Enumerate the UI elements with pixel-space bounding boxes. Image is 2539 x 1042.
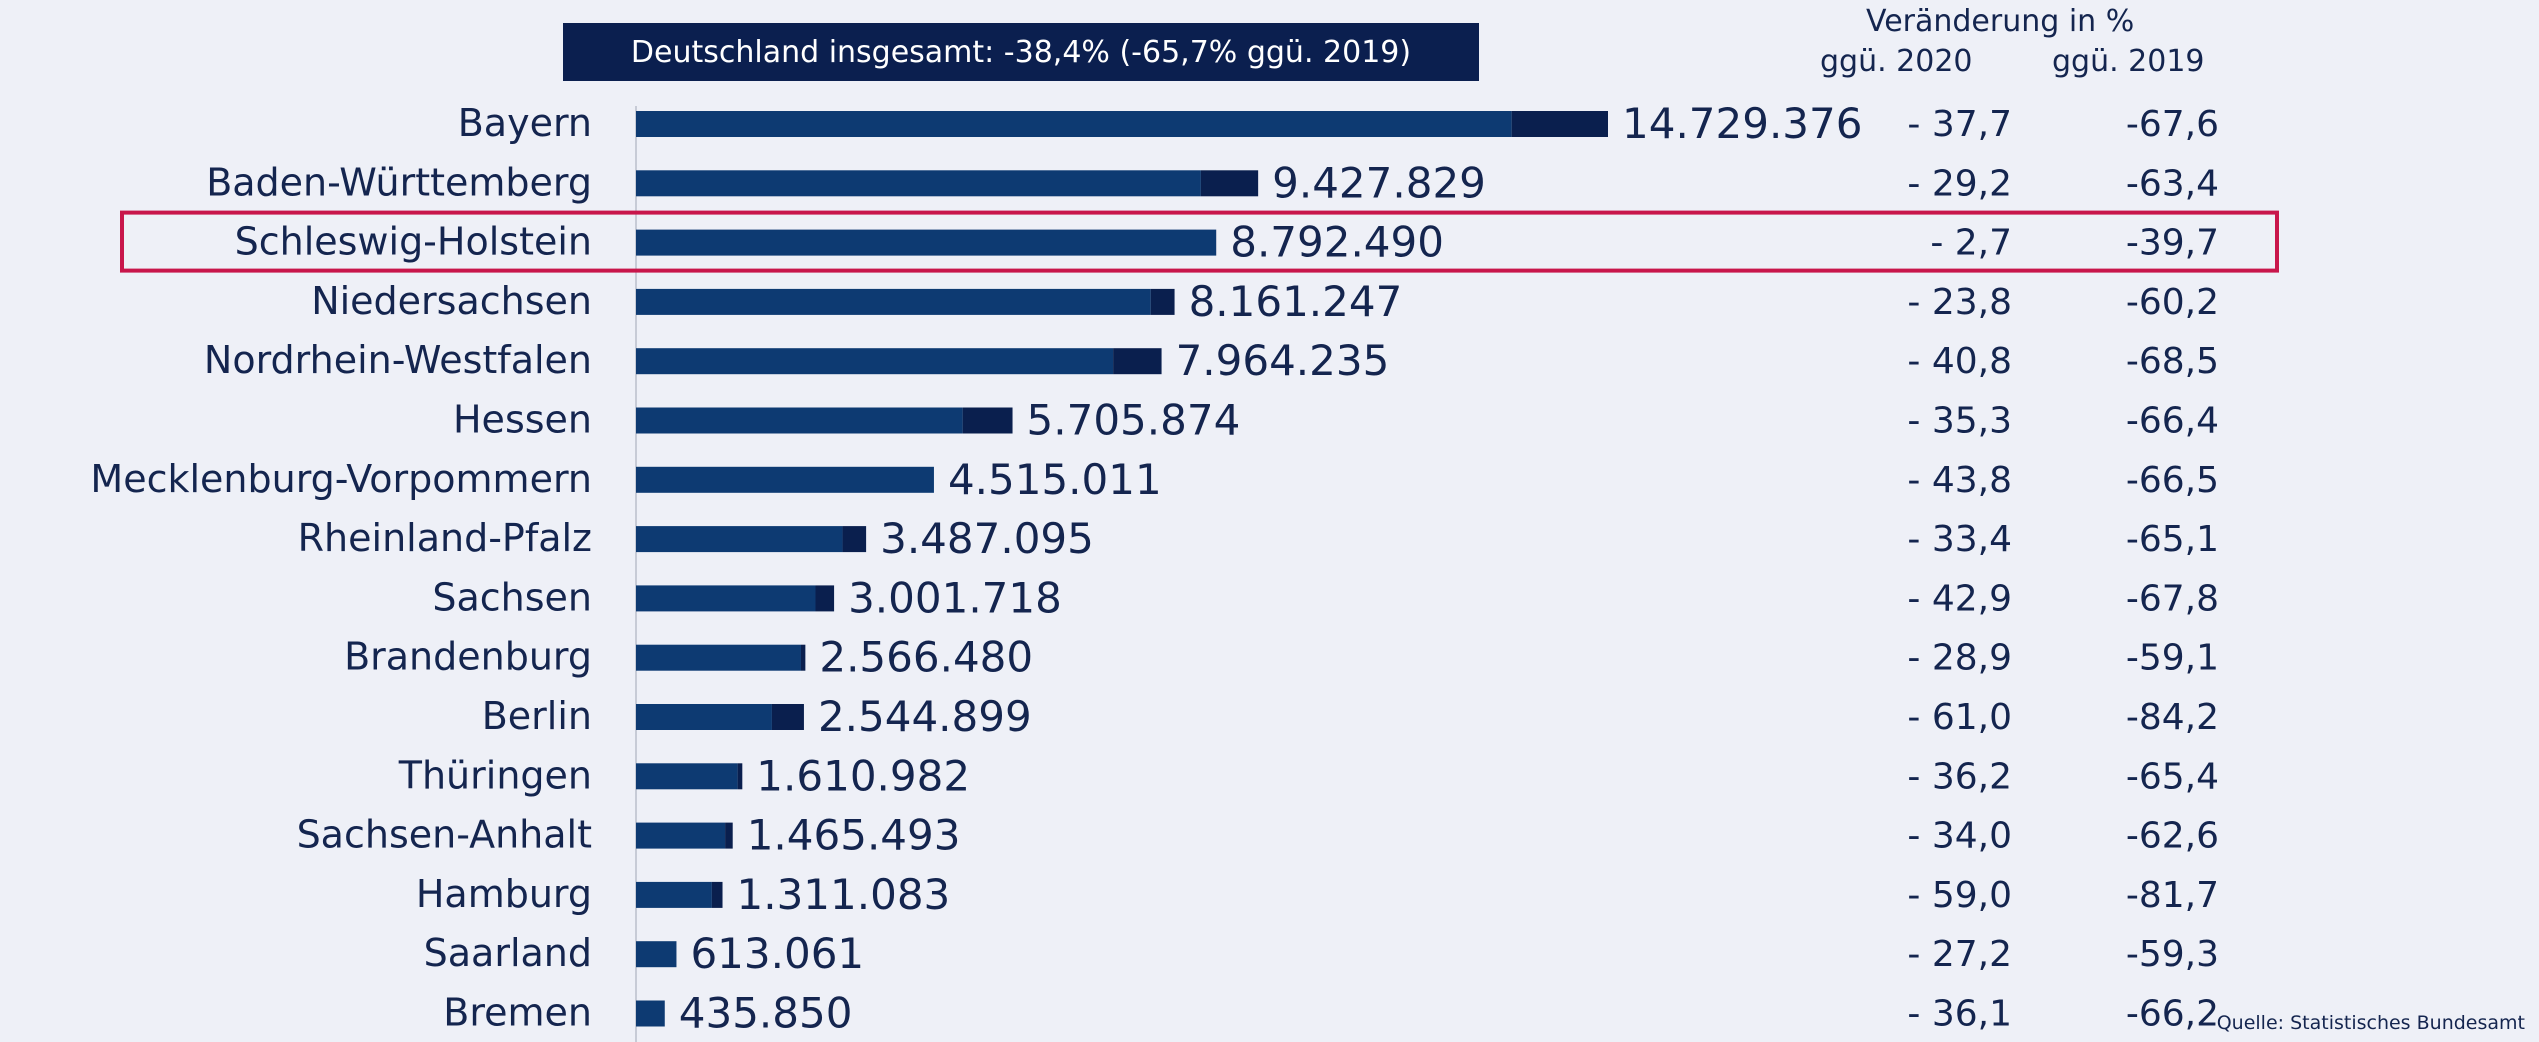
change-2019-value: -84,2 [2126, 697, 2219, 738]
bar-segment [636, 229, 1217, 256]
change-2020-value: - 37,7 [1907, 104, 2012, 145]
value-label: 1.610.982 [756, 751, 970, 800]
bar-segment [962, 407, 1013, 434]
value-label: 7.964.235 [1176, 336, 1390, 385]
bar-segment [636, 822, 726, 849]
change-2020-value: - 29,2 [1907, 163, 2012, 204]
category-label: Sachsen-Anhalt [297, 813, 592, 857]
bar-segment [636, 526, 843, 553]
change-2019-value: -65,1 [2126, 519, 2219, 560]
category-label: Bremen [443, 991, 592, 1035]
change-2020-value: - 43,8 [1907, 460, 2012, 501]
category-label: Bayern [458, 101, 592, 145]
category-label: Sachsen [432, 575, 592, 619]
value-label: 9.427.829 [1272, 158, 1486, 207]
bar-segment [771, 704, 804, 730]
bar-segment [1511, 111, 1608, 137]
change-2020-value: - 27,2 [1907, 934, 2012, 975]
category-label: Hessen [453, 398, 592, 442]
bar-segment [1200, 170, 1259, 197]
value-label: 1.311.083 [737, 870, 951, 919]
change-2019-value: -66,5 [2126, 460, 2219, 501]
category-label: Nordrhein-Westfalen [204, 338, 592, 382]
value-label: 613.061 [690, 929, 864, 978]
change-2020-value: - 34,0 [1907, 816, 2012, 857]
category-label: Mecklenburg-Vorpommern [90, 457, 592, 501]
bar-segment [636, 407, 963, 434]
bar-segment [636, 466, 934, 493]
bar-segment [636, 288, 1151, 315]
bar-segment [711, 881, 723, 908]
category-label: Berlin [482, 694, 592, 738]
bar-segment [636, 941, 677, 968]
highlight-frame [120, 210, 2279, 273]
value-label: 8.161.247 [1189, 277, 1403, 326]
change-2020-value: - 42,9 [1907, 578, 2012, 619]
bar-segment [1150, 288, 1175, 315]
change-2019-value: -66,4 [2126, 401, 2219, 442]
bar-segment [842, 526, 867, 553]
change-2019-value: -62,6 [2126, 816, 2219, 857]
change-2020-value: - 36,1 [1907, 994, 2012, 1035]
value-label: 3.487.095 [880, 514, 1094, 563]
source-note: Quelle: Statistisches Bundesamt [2216, 1012, 2525, 1034]
change-2019-value: -81,7 [2126, 875, 2219, 916]
category-label: Saarland [424, 931, 592, 975]
change-2019-value: -65,4 [2126, 756, 2219, 797]
bar-segment [800, 644, 806, 671]
change-2020-value: - 36,2 [1907, 756, 2012, 797]
change-2019-value: -67,6 [2126, 104, 2219, 145]
bar-segment [636, 348, 1114, 375]
change-2020-value: - 40,8 [1907, 341, 2012, 382]
value-label: 2.544.899 [818, 692, 1032, 741]
change-2019-value: -60,2 [2126, 282, 2219, 323]
change-2019-value: -68,5 [2126, 341, 2219, 382]
change-2019-value: -59,1 [2126, 638, 2219, 679]
change-2020-value: - 28,9 [1907, 638, 2012, 679]
bar-segment [636, 644, 801, 671]
bar-segment [636, 763, 738, 790]
bar-segment [636, 704, 772, 730]
change-2019-value: -63,4 [2126, 163, 2219, 204]
change-header-2019: ggü. 2019 [2052, 44, 2205, 79]
change-2020-value: - 35,3 [1907, 401, 2012, 442]
category-label: Niedersachsen [311, 279, 592, 323]
bar-segment [636, 881, 712, 908]
category-label: Hamburg [416, 872, 592, 916]
change-header-title: Veränderung in % [1866, 4, 2135, 39]
change-2019-value: -39,7 [2126, 223, 2219, 264]
bar-segment [1113, 348, 1162, 375]
category-label: Brandenburg [344, 635, 592, 679]
value-label: 8.792.490 [1230, 218, 1444, 267]
value-label: 435.850 [679, 989, 853, 1038]
bar-segment [636, 170, 1201, 197]
value-label: 2.566.480 [819, 633, 1033, 682]
category-label: Schleswig-Holstein [235, 220, 592, 264]
value-label: 1.465.493 [747, 811, 961, 860]
value-label: 3.001.718 [848, 573, 1062, 622]
value-label: 4.515.011 [948, 455, 1162, 504]
category-label: Thüringen [398, 753, 592, 797]
change-2020-value: - 33,4 [1907, 519, 2012, 560]
change-2019-value: -67,8 [2126, 578, 2219, 619]
category-label: Baden-Württemberg [206, 160, 592, 204]
change-header-2020: ggü. 2020 [1820, 44, 1973, 79]
bar-segment [815, 585, 835, 612]
bar-segment [737, 763, 743, 790]
total-annotation-banner: Deutschland insgesamt: -38,4% (-65,7% gg… [563, 23, 1479, 81]
bar-segment [636, 585, 816, 612]
bar-segment [636, 1000, 665, 1027]
change-2020-value: - 2,7 [1930, 223, 2012, 264]
value-label: 14.729.376 [1622, 99, 1862, 148]
change-2019-value: -59,3 [2126, 934, 2219, 975]
bar-segment [636, 111, 1512, 137]
change-2020-value: - 23,8 [1907, 282, 2012, 323]
value-label: 5.705.874 [1027, 396, 1241, 445]
change-2020-value: - 61,0 [1907, 697, 2012, 738]
category-label: Rheinland-Pfalz [298, 516, 592, 560]
bar-segment [725, 822, 733, 849]
change-2020-value: - 59,0 [1907, 875, 2012, 916]
change-2019-value: -66,2 [2126, 994, 2219, 1035]
